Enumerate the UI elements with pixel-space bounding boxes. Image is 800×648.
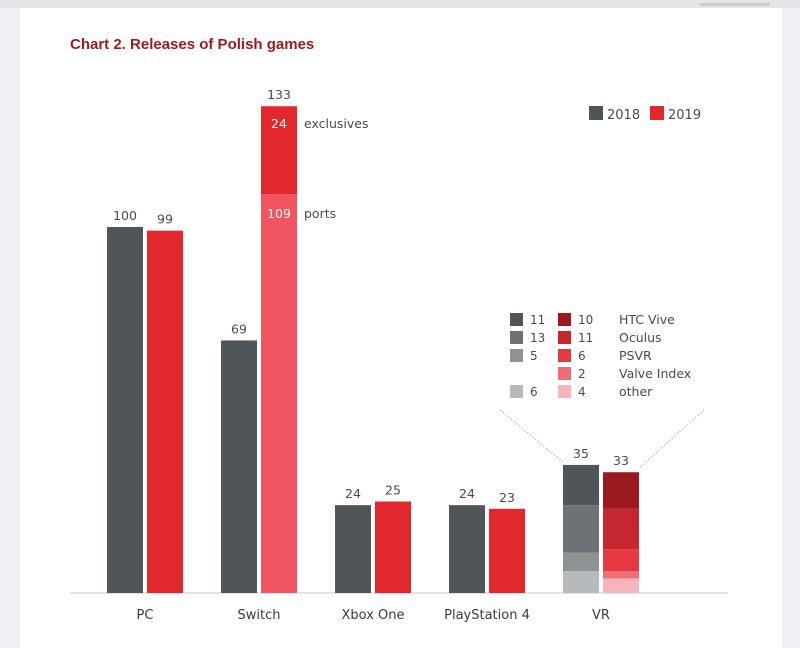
vr-legend-swatch-2019-htc-vive — [558, 313, 571, 326]
vr-legend-swatch-2019-psvr — [558, 349, 571, 362]
vr-2019-segment-valve-index — [603, 571, 639, 579]
window-top-bar — [0, 0, 800, 8]
bar-2018-xbox-one — [335, 505, 371, 593]
category-label-switch: Switch — [238, 608, 281, 623]
category-label-pc: PC — [137, 608, 154, 623]
value-label-2018-switch: 69 — [231, 321, 247, 336]
vr-2019-segment-htc-vive — [603, 472, 639, 509]
vr-legend-name-psvr: PSVR — [619, 348, 652, 363]
value-label-2018-playstation-4: 24 — [459, 486, 475, 501]
bar-2019-xbox-one — [375, 501, 411, 593]
value-label-2019-pc: 99 — [157, 212, 173, 227]
vr-legend-value-2019-htc-vive: 10 — [578, 313, 593, 327]
chart-title: Chart 2. Releases of Polish games — [70, 36, 315, 53]
value-label-2018-vr: 35 — [573, 446, 589, 461]
vr-legend-value-2018-psvr: 5 — [530, 349, 538, 363]
value-label-2018-pc: 100 — [113, 208, 137, 223]
switch-exclusives-value-label: 24 — [271, 116, 287, 131]
vr-legend-name-oculus: Oculus — [619, 330, 662, 345]
vr-2018-segment-psvr — [563, 552, 599, 572]
vr-2019-segment-other — [603, 578, 639, 593]
category-label-vr: VR — [592, 608, 610, 623]
value-label-2019-playstation-4: 23 — [499, 490, 515, 505]
category-label-playstation-4: PlayStation 4 — [444, 608, 530, 623]
value-label-2019-switch: 133 — [267, 87, 291, 102]
vr-legend-value-2018-other: 6 — [530, 385, 538, 399]
category-label-xbox-one: Xbox One — [341, 608, 404, 623]
vr-legend-swatch-2018-oculus — [510, 331, 523, 344]
vr-legend-swatch-2019-valve-index — [558, 367, 571, 380]
bar-2019-playstation-4 — [489, 508, 525, 593]
vr-legend-swatch-2018-psvr — [510, 349, 523, 362]
vr-legend-value-2019-psvr: 6 — [578, 349, 586, 363]
vr-2019-segment-oculus — [603, 508, 639, 550]
legend-label-2018: 2018 — [607, 108, 640, 123]
legend-label-2019: 2019 — [668, 108, 701, 123]
vr-2018-segment-htc-vive — [563, 464, 599, 506]
vr-legend-value-2018-oculus: 13 — [530, 331, 545, 345]
bar-2019-switch-exclusives — [261, 106, 297, 195]
value-label-2019-xbox-one: 25 — [385, 483, 401, 498]
legend-swatch-2018 — [589, 106, 603, 120]
bar-2019-switch-ports — [261, 194, 297, 593]
vr-legend-value-2019-valve-index: 2 — [578, 367, 586, 381]
vr-legend-swatch-2018-other — [510, 385, 523, 398]
bar-2019-pc — [147, 230, 183, 593]
switch-ports-annotation: ports — [304, 206, 336, 221]
vr-legend-swatch-2019-other — [558, 385, 571, 398]
bar-2018-playstation-4 — [449, 505, 485, 593]
switch-ports-value-label: 109 — [267, 206, 291, 221]
vr-legend-swatch-2019-oculus — [558, 331, 571, 344]
vr-legend-value-2019-other: 4 — [578, 385, 586, 399]
vr-callout-line-left — [499, 409, 564, 463]
vr-legend-name-htc-vive: HTC Vive — [619, 312, 675, 327]
switch-exclusives-annotation: exclusives — [304, 116, 369, 131]
value-label-2019-vr: 33 — [613, 453, 629, 468]
vr-2019-segment-psvr — [603, 549, 639, 572]
vr-legend-name-valve-index: Valve Index — [619, 366, 691, 381]
vr-2018-segment-oculus — [563, 505, 599, 553]
legend-swatch-2019 — [650, 106, 664, 120]
vr-callout-line-right — [638, 409, 705, 469]
value-label-2018-xbox-one: 24 — [345, 486, 361, 501]
vr-legend-value-2018-htc-vive: 11 — [530, 313, 545, 327]
bar-2018-pc — [107, 227, 143, 593]
vr-legend-name-other: other — [619, 384, 653, 399]
vr-legend-swatch-2018-htc-vive — [510, 313, 523, 326]
bar-2018-switch — [221, 340, 257, 593]
drag-handle[interactable] — [700, 3, 770, 6]
vr-legend-value-2019-oculus: 11 — [578, 331, 593, 345]
vr-2018-segment-other — [563, 571, 599, 593]
